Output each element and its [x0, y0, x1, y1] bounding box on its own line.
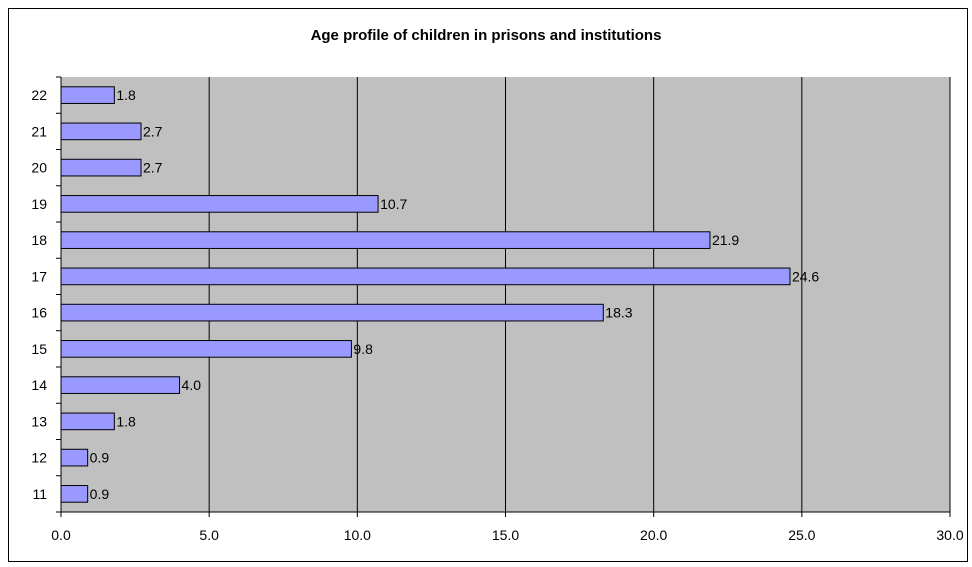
- y-tick-label: 20: [31, 160, 47, 176]
- x-tick-label: 30.0: [936, 527, 963, 543]
- x-tick-label: 25.0: [788, 527, 815, 543]
- bar: [60, 122, 142, 141]
- y-tick-label: 22: [31, 87, 47, 103]
- data-label: 2.7: [143, 123, 163, 139]
- gridlines: [208, 77, 951, 512]
- data-labels: 0.9 0.9 1.8 4.0 9.8 18.3 24.6 21.9 10.7 2.7 2.7 1.8: [90, 87, 820, 502]
- bar: [60, 86, 115, 104]
- y-axis: 11 12 13 14 15 16 17 18 19 20 21 22: [31, 76, 62, 513]
- bar: [60, 412, 115, 431]
- x-tick-label: 20.0: [640, 527, 667, 543]
- chart-title: Age profile of children in prisons and i…: [310, 27, 662, 44]
- bar: [60, 267, 791, 286]
- bar: [60, 195, 379, 213]
- data-label: 0.9: [90, 486, 110, 502]
- y-tick-label: 12: [31, 450, 47, 466]
- bar: [60, 158, 142, 177]
- y-tick-label: 17: [31, 268, 47, 284]
- data-label: 1.8: [116, 87, 136, 103]
- data-label: 24.6: [792, 268, 819, 284]
- y-tick-label: 21: [31, 123, 47, 139]
- y-tick-label: 18: [31, 232, 47, 248]
- data-label: 21.9: [712, 232, 739, 248]
- bar: [60, 448, 89, 467]
- data-label: 2.7: [143, 160, 163, 176]
- x-axis: 0.0 5.0 10.0 15.0 20.0 25.0 30.0: [51, 511, 964, 543]
- bar: [60, 340, 352, 358]
- data-label: 1.8: [116, 413, 136, 429]
- bar: [60, 485, 89, 503]
- data-label: 18.3: [605, 305, 632, 321]
- data-label: 10.7: [380, 196, 407, 212]
- x-tick-label: 10.0: [344, 527, 371, 543]
- x-tick-label: 15.0: [492, 527, 519, 543]
- data-label: 0.9: [90, 450, 110, 466]
- y-tick-label: 19: [31, 196, 47, 212]
- x-tick-label: 0.0: [51, 527, 71, 543]
- y-tick-label: 14: [31, 377, 47, 393]
- data-label: 9.8: [353, 341, 373, 357]
- bar: [60, 303, 604, 322]
- bar: [60, 231, 711, 249]
- y-tick-label: 11: [32, 486, 47, 502]
- y-tick-label: 16: [31, 305, 47, 321]
- data-label: 4.0: [182, 377, 202, 393]
- y-tick-label: 15: [31, 341, 47, 357]
- bar: [60, 376, 181, 394]
- y-tick-label: 13: [31, 413, 47, 429]
- x-tick-label: 5.0: [199, 527, 219, 543]
